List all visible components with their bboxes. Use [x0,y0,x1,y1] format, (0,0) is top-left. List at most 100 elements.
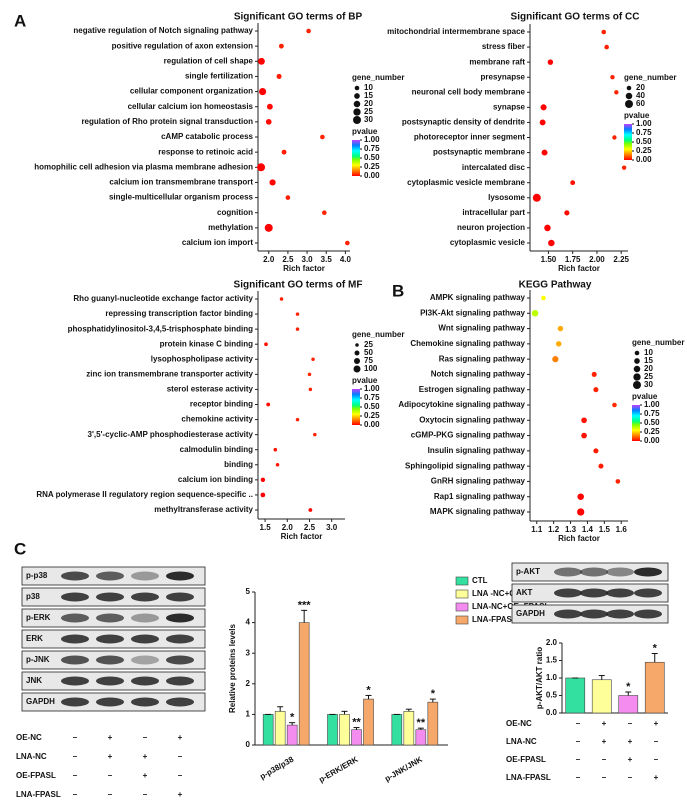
dot [540,104,547,111]
category-label: Wnt signaling pathway [438,324,525,333]
blot-band [61,592,89,602]
blot-band [634,567,662,577]
category-label: RNA polymerase II regulatory region sequ… [36,490,253,499]
dot [598,463,604,469]
blot-band [634,588,662,598]
treatment-label: LNA-NC [506,737,537,746]
dot [278,43,284,49]
y-tick-label: 0 [246,740,251,749]
blot-band [96,571,124,581]
dot [311,357,315,362]
colorbar [352,140,360,176]
blot-band [131,571,159,581]
dot [264,342,268,347]
treatment-mark: – [576,773,581,782]
blot-label: ERK [26,634,43,643]
x-tick-label: p-ERK/ERK [317,755,359,785]
dot [557,325,564,332]
legend-swatch [455,576,469,586]
blot-band [166,634,194,644]
legend-label: CTL [472,576,488,585]
dot [577,508,585,516]
dot [320,134,325,140]
blot-band [166,676,194,686]
category-label: regulation of Rho protein signal transdu… [81,117,253,126]
colorbar-label: 0.50 [644,418,660,427]
dot [544,224,551,232]
category-label: zinc ion transmembrane transporter activ… [86,369,253,378]
treatment-mark: + [602,719,607,728]
size-legend-dot [633,381,641,389]
blot-band [96,613,124,623]
size-legend-title: gene_number [352,73,404,82]
treatment-mark: + [178,790,183,799]
blot-band [61,655,89,665]
x-tick-label: p-p38/p38 [258,754,295,781]
blot-band [131,697,159,707]
treatment-mark: + [178,733,183,742]
blot-band [554,567,582,577]
size-legend-label: 30 [364,115,373,124]
dot [577,493,584,500]
bar [298,622,310,746]
size-legend-label: 15 [644,356,653,365]
category-label: repressing transcription factor binding [105,309,253,318]
treatment-mark: – [576,755,581,764]
colorbar-label: 1.00 [644,400,660,409]
dot [593,387,599,393]
category-label: lysosome [488,193,525,202]
size-legend-dot [634,358,640,364]
size-legend-dot [633,365,641,373]
dot [531,310,539,317]
dot [306,28,311,34]
blot-band [131,676,159,686]
dot [322,210,327,216]
y-tick-label: 4 [246,618,251,627]
treatment-mark: – [602,773,607,782]
category-label: postsynaptic membrane [433,148,526,157]
dot [307,372,312,377]
blot-band [554,588,582,598]
colorbar [624,124,632,160]
bar [618,695,639,714]
blot-label: GAPDH [26,697,55,706]
category-label: positive regulation of axon extension [112,41,253,50]
treatment-mark: + [654,719,659,728]
x-tick-label: 1.50 [541,255,557,264]
dot [615,479,621,484]
size-legend-dot [626,85,632,91]
blot-band [131,655,159,665]
dot [541,149,548,156]
category-label: GnRH signaling pathway [431,477,526,486]
treatment-mark: + [108,733,113,742]
dot [264,223,273,232]
category-label: negative regulation of Notch signaling p… [73,26,253,35]
category-label: Notch signaling pathway [431,370,526,379]
size-legend-label: 30 [644,380,653,389]
dot [281,149,287,155]
colorbar-label: 0.25 [364,411,380,420]
dot [612,135,617,140]
dot [266,103,273,110]
treatment-mark: – [628,773,633,782]
size-legend-label: 25 [364,340,373,349]
colorbar-label: 0.75 [644,409,660,418]
x-tick-label: 4.0 [340,255,352,264]
size-legend-dot [354,93,360,99]
category-label: Oxytocin signaling pathway [419,415,525,424]
dot [581,432,587,439]
dot [614,90,619,95]
category-label: neuronal cell body membrane [412,87,526,96]
size-legend-dot [353,108,361,116]
blot-band [61,634,89,644]
treatment-mark: – [654,755,659,764]
x-axis-label: Rich factor [283,264,325,273]
treatment-mark: – [654,737,659,746]
size-legend-title: gene_number [624,73,676,82]
x-tick-label: 1.75 [565,255,581,264]
dot [295,327,300,331]
colorbar-label: 0.00 [364,420,380,429]
category-label: calmodulin binding [180,445,253,454]
category-label: Ras signaling pathway [439,354,526,363]
blot-band [96,697,124,707]
